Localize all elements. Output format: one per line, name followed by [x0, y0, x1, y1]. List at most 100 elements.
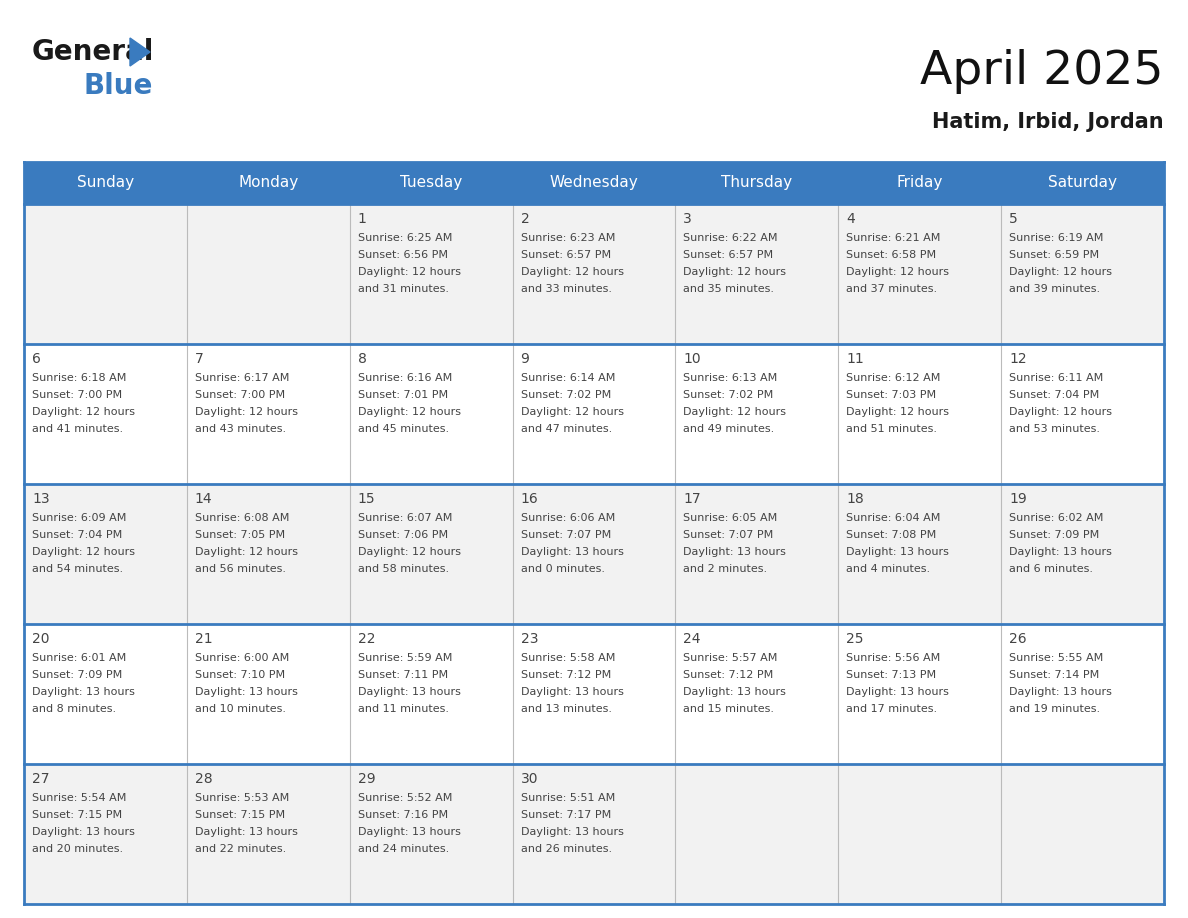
Bar — [187, 624, 349, 764]
Text: Sunrise: 5:52 AM: Sunrise: 5:52 AM — [358, 793, 453, 803]
Text: Sunset: 6:58 PM: Sunset: 6:58 PM — [846, 250, 936, 260]
Text: Sunset: 7:07 PM: Sunset: 7:07 PM — [683, 530, 773, 540]
Text: Daylight: 12 hours: Daylight: 12 hours — [846, 407, 949, 417]
Text: Sunrise: 6:11 AM: Sunrise: 6:11 AM — [1009, 373, 1104, 383]
Text: Sunset: 7:09 PM: Sunset: 7:09 PM — [1009, 530, 1099, 540]
Text: and 13 minutes.: and 13 minutes. — [520, 704, 612, 714]
Text: Sunrise: 6:04 AM: Sunrise: 6:04 AM — [846, 513, 941, 523]
Bar — [839, 764, 1001, 904]
Bar — [1001, 764, 1164, 904]
Text: Hatim, Irbid, Jordan: Hatim, Irbid, Jordan — [933, 112, 1164, 132]
Text: Daylight: 12 hours: Daylight: 12 hours — [32, 407, 135, 417]
Text: 21: 21 — [195, 632, 213, 646]
Bar — [512, 204, 676, 344]
Text: 28: 28 — [195, 772, 213, 786]
Bar — [839, 484, 1001, 624]
Text: Sunset: 7:05 PM: Sunset: 7:05 PM — [195, 530, 285, 540]
Text: Sunrise: 6:18 AM: Sunrise: 6:18 AM — [32, 373, 126, 383]
Text: Sunset: 7:01 PM: Sunset: 7:01 PM — [358, 390, 448, 400]
Bar — [676, 344, 839, 484]
Text: Daylight: 12 hours: Daylight: 12 hours — [520, 407, 624, 417]
Text: Sunrise: 6:01 AM: Sunrise: 6:01 AM — [32, 653, 126, 663]
Text: Sunrise: 6:21 AM: Sunrise: 6:21 AM — [846, 233, 941, 243]
Bar — [512, 484, 676, 624]
Text: Sunday: Sunday — [77, 175, 134, 191]
Bar — [24, 204, 187, 344]
Text: Sunset: 7:04 PM: Sunset: 7:04 PM — [1009, 390, 1099, 400]
Text: Wednesday: Wednesday — [550, 175, 638, 191]
Text: Sunrise: 6:23 AM: Sunrise: 6:23 AM — [520, 233, 615, 243]
Text: Daylight: 13 hours: Daylight: 13 hours — [358, 687, 461, 697]
Polygon shape — [129, 38, 150, 66]
Text: Monday: Monday — [238, 175, 298, 191]
Text: Sunrise: 6:16 AM: Sunrise: 6:16 AM — [358, 373, 451, 383]
Text: Daylight: 13 hours: Daylight: 13 hours — [1009, 547, 1112, 557]
Text: Daylight: 13 hours: Daylight: 13 hours — [846, 687, 949, 697]
Text: 1: 1 — [358, 212, 367, 226]
Text: Sunrise: 6:06 AM: Sunrise: 6:06 AM — [520, 513, 615, 523]
Text: and 43 minutes.: and 43 minutes. — [195, 424, 286, 434]
Text: Sunrise: 5:58 AM: Sunrise: 5:58 AM — [520, 653, 615, 663]
Text: 18: 18 — [846, 492, 864, 506]
Text: and 4 minutes.: and 4 minutes. — [846, 564, 930, 574]
Text: and 26 minutes.: and 26 minutes. — [520, 844, 612, 854]
Text: 30: 30 — [520, 772, 538, 786]
Text: and 58 minutes.: and 58 minutes. — [358, 564, 449, 574]
Bar — [349, 484, 512, 624]
Text: and 54 minutes.: and 54 minutes. — [32, 564, 124, 574]
Text: Sunrise: 6:00 AM: Sunrise: 6:00 AM — [195, 653, 289, 663]
Text: 20: 20 — [32, 632, 50, 646]
Text: Sunset: 7:13 PM: Sunset: 7:13 PM — [846, 670, 936, 680]
Text: and 0 minutes.: and 0 minutes. — [520, 564, 605, 574]
Text: and 31 minutes.: and 31 minutes. — [358, 284, 449, 294]
Text: 11: 11 — [846, 352, 864, 366]
Text: and 6 minutes.: and 6 minutes. — [1009, 564, 1093, 574]
Text: 22: 22 — [358, 632, 375, 646]
Bar — [839, 204, 1001, 344]
Text: Sunset: 6:57 PM: Sunset: 6:57 PM — [520, 250, 611, 260]
Text: and 37 minutes.: and 37 minutes. — [846, 284, 937, 294]
Bar — [349, 162, 512, 204]
Text: Daylight: 13 hours: Daylight: 13 hours — [195, 687, 298, 697]
Bar — [1001, 204, 1164, 344]
Text: and 19 minutes.: and 19 minutes. — [1009, 704, 1100, 714]
Text: 4: 4 — [846, 212, 855, 226]
Text: Sunrise: 6:25 AM: Sunrise: 6:25 AM — [358, 233, 453, 243]
Text: and 51 minutes.: and 51 minutes. — [846, 424, 937, 434]
Text: Sunrise: 5:54 AM: Sunrise: 5:54 AM — [32, 793, 126, 803]
Text: Sunrise: 6:14 AM: Sunrise: 6:14 AM — [520, 373, 615, 383]
Text: Sunrise: 5:51 AM: Sunrise: 5:51 AM — [520, 793, 615, 803]
Text: 24: 24 — [683, 632, 701, 646]
Text: Daylight: 13 hours: Daylight: 13 hours — [846, 547, 949, 557]
Bar — [24, 344, 187, 484]
Text: 2: 2 — [520, 212, 530, 226]
Text: Sunset: 6:57 PM: Sunset: 6:57 PM — [683, 250, 773, 260]
Bar — [839, 162, 1001, 204]
Text: and 53 minutes.: and 53 minutes. — [1009, 424, 1100, 434]
Text: Sunset: 7:08 PM: Sunset: 7:08 PM — [846, 530, 936, 540]
Bar — [187, 764, 349, 904]
Text: and 10 minutes.: and 10 minutes. — [195, 704, 286, 714]
Text: Sunset: 7:03 PM: Sunset: 7:03 PM — [846, 390, 936, 400]
Bar — [349, 204, 512, 344]
Text: Sunset: 7:15 PM: Sunset: 7:15 PM — [32, 810, 122, 820]
Bar — [676, 162, 839, 204]
Text: Daylight: 13 hours: Daylight: 13 hours — [1009, 687, 1112, 697]
Text: Friday: Friday — [897, 175, 943, 191]
Text: Sunset: 7:04 PM: Sunset: 7:04 PM — [32, 530, 122, 540]
Text: Daylight: 12 hours: Daylight: 12 hours — [195, 407, 298, 417]
Text: Sunset: 7:16 PM: Sunset: 7:16 PM — [358, 810, 448, 820]
Bar — [1001, 344, 1164, 484]
Text: Daylight: 12 hours: Daylight: 12 hours — [520, 267, 624, 277]
Text: Sunset: 7:07 PM: Sunset: 7:07 PM — [520, 530, 611, 540]
Text: and 22 minutes.: and 22 minutes. — [195, 844, 286, 854]
Text: 5: 5 — [1009, 212, 1018, 226]
Bar — [24, 162, 187, 204]
Bar — [512, 162, 676, 204]
Text: 29: 29 — [358, 772, 375, 786]
Text: Sunset: 7:14 PM: Sunset: 7:14 PM — [1009, 670, 1099, 680]
Text: Daylight: 12 hours: Daylight: 12 hours — [195, 547, 298, 557]
Text: and 33 minutes.: and 33 minutes. — [520, 284, 612, 294]
Text: 26: 26 — [1009, 632, 1026, 646]
Text: 8: 8 — [358, 352, 367, 366]
